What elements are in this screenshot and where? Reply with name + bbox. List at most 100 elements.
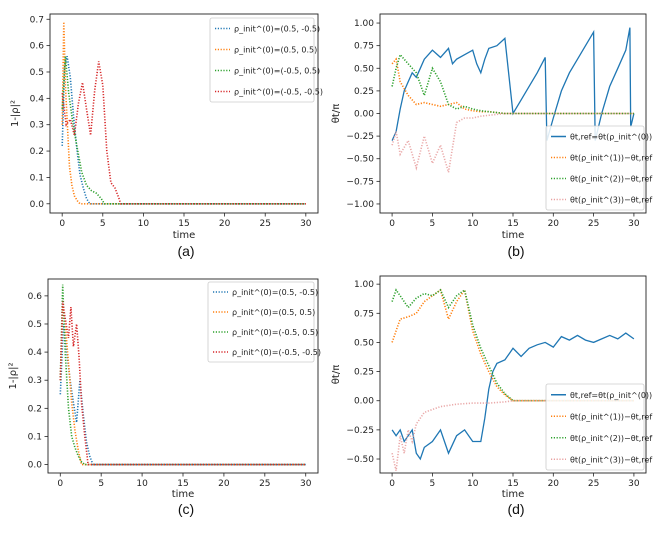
legend-box <box>545 383 645 471</box>
legend-entry: ρ_init^(0)=(-0.5, 0.5) <box>232 328 318 337</box>
x-tick-label: 30 <box>300 479 312 489</box>
x-axis-label: time <box>172 489 195 500</box>
legend-entry: θt,ref=θt(ρ_init^(0)) <box>570 391 652 400</box>
y-tick-label: 0.50 <box>354 64 374 74</box>
series-line-3 <box>61 56 306 205</box>
legend-entry: θt,ref=θt(ρ_init^(0)) <box>570 133 652 142</box>
x-tick-label: 30 <box>628 219 640 229</box>
series-line-2 <box>391 57 634 115</box>
y-tick-label: 0.75 <box>354 42 374 52</box>
x-tick-label: 20 <box>218 479 230 489</box>
y-axis-label: 1-|ρ|² <box>8 362 19 389</box>
series-line-1 <box>391 332 635 461</box>
chart-panel-b: 0 5 10 15 20 25 30 −1.00 −0.75 −0.50 −0.25 0.00 0.25… <box>331 13 652 259</box>
x-tick-label: 20 <box>548 219 560 229</box>
y-tick-label: 0.25 <box>354 368 374 378</box>
legend: θt,ref=θt(ρ_init^(0)) θt(ρ_init^(1))−θt,r… <box>545 383 652 471</box>
x-tick-label: 0 <box>59 219 65 229</box>
legend-entry: ρ_init^(0)=(-0.5, -0.5) <box>232 348 321 357</box>
x-tick-label: 20 <box>548 479 560 489</box>
y-tick-label: 0.1 <box>30 173 44 183</box>
legend-entry: θt(ρ_init^(2))−θt,ref <box>570 434 652 443</box>
series-line-2 <box>61 21 306 205</box>
panel-caption: (b) <box>507 243 524 259</box>
x-axis-label: time <box>502 489 525 500</box>
legend-entry: ρ_init^(0)=(0.5, 0.5) <box>232 308 315 317</box>
y-axis-label: θt/π <box>331 104 342 123</box>
legend-entry: ρ_init^(0)=(0.5, -0.5) <box>232 288 318 297</box>
x-tick-label: 0 <box>389 479 395 489</box>
series-line-4 <box>391 399 634 471</box>
y-tick-label: 0.50 <box>354 338 374 348</box>
y-tick-label: 0.3 <box>28 376 42 386</box>
legend-box <box>545 125 645 211</box>
panel-caption: (a) <box>177 243 194 259</box>
y-tick-label: 0.4 <box>30 94 45 104</box>
y-tick-label: 0.7 <box>30 15 44 25</box>
x-tick-label: 25 <box>259 479 270 489</box>
y-tick-label: 0.6 <box>30 42 45 52</box>
x-tick-label: 10 <box>136 479 148 489</box>
chart-panel-c: 0 5 10 15 20 25 30 0.0 0.1 0.2 0.3 0.4 0.5 0.6 time 1-|… <box>8 278 321 517</box>
y-tick-label: 0.6 <box>28 292 43 302</box>
y-axis-label: 1-|ρ|² <box>10 100 21 127</box>
legend-entry: θt(ρ_init^(3))−θt,ref <box>570 196 652 205</box>
legend: θt,ref=θt(ρ_init^(0)) θt(ρ_init^(1))−θt,r… <box>545 125 652 211</box>
series-line-4 <box>59 301 306 466</box>
y-tick-label: 0.3 <box>30 121 44 131</box>
y-tick-label: 1.00 <box>354 280 374 290</box>
legend-entry: ρ_init^(0)=(0.5, -0.5) <box>234 25 320 34</box>
y-axis-label: θt/π <box>331 365 342 384</box>
chart-panel-d: 0 5 10 15 20 25 30 −0.50 −0.25 0.00 0.25 0.50 0.75 1.… <box>331 275 652 517</box>
legend: ρ_init^(0)=(0.5, -0.5) ρ_init^(0)=(0.5, 0… <box>209 17 323 103</box>
panel-caption: (d) <box>507 501 524 517</box>
legend: ρ_init^(0)=(0.5, -0.5) ρ_init^(0)=(0.5, 0… <box>207 281 321 363</box>
y-tick-label: −0.50 <box>346 455 374 465</box>
x-tick-label: 10 <box>467 479 479 489</box>
chart-panel-a: 0 5 10 15 20 25 30 0.0 0.1 0.2 0.3 0.4 0.5 0.6 0.7 time… <box>10 13 323 259</box>
y-tick-label: 0.0 <box>30 200 45 210</box>
x-tick-label: 15 <box>507 219 518 229</box>
x-tick-label: 25 <box>259 219 270 229</box>
x-tick-label: 15 <box>507 479 518 489</box>
x-tick-label: 20 <box>219 219 231 229</box>
y-tick-label: 0.1 <box>28 432 42 442</box>
x-tick-label: 30 <box>300 219 312 229</box>
x-tick-label: 5 <box>430 479 436 489</box>
series-group <box>59 284 306 466</box>
x-axis-label: time <box>173 230 196 241</box>
x-tick-label: 15 <box>177 479 188 489</box>
y-tick-label: 1.00 <box>354 19 374 29</box>
series-line-1 <box>59 323 306 466</box>
x-tick-label: 5 <box>430 219 436 229</box>
legend-box <box>209 17 315 103</box>
panel-caption: (c) <box>178 501 194 517</box>
y-tick-label: 0.2 <box>28 404 42 414</box>
y-tick-label: 0.5 <box>30 68 44 78</box>
series-line-3 <box>59 284 306 466</box>
series-group <box>391 287 635 471</box>
y-tick-label: 0.75 <box>354 309 374 319</box>
y-tick-label: 0.0 <box>28 461 43 471</box>
y-tick-label: 0.5 <box>28 320 42 330</box>
legend-box <box>207 281 315 363</box>
x-tick-label: 10 <box>138 219 150 229</box>
legend-entry: ρ_init^(0)=(0.5, 0.5) <box>234 46 317 55</box>
x-tick-label: 25 <box>588 479 599 489</box>
y-tick-label: 0.4 <box>28 348 43 358</box>
x-tick-label: 25 <box>588 219 599 229</box>
y-tick-label: −0.75 <box>346 177 374 187</box>
y-tick-label: −0.50 <box>346 155 374 165</box>
y-tick-label: −1.00 <box>346 200 374 210</box>
x-tick-label: 0 <box>389 219 395 229</box>
legend-entry: θt(ρ_init^(2))−θt,ref <box>570 175 652 184</box>
series-line-3 <box>391 53 634 115</box>
x-tick-label: 15 <box>178 219 189 229</box>
x-tick-label: 30 <box>628 479 640 489</box>
x-axis-label: time <box>502 230 525 241</box>
y-tick-label: −0.25 <box>346 132 374 142</box>
y-tick-label: 0.00 <box>354 397 374 407</box>
legend-entry: θt(ρ_init^(3))−θt,ref <box>570 455 652 464</box>
legend-entry: θt(ρ_init^(1))−θt,ref <box>570 412 652 421</box>
